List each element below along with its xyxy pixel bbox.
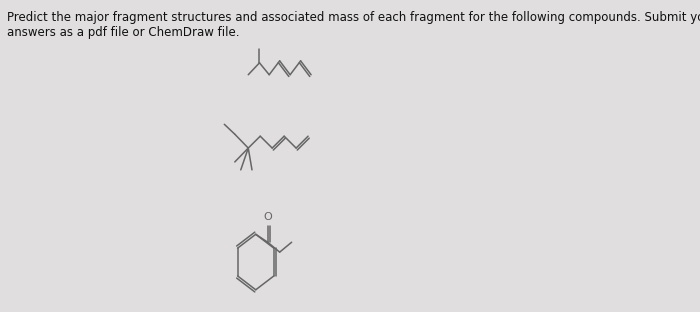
- Text: O: O: [263, 212, 272, 222]
- Text: answers as a pdf file or ChemDraw file.: answers as a pdf file or ChemDraw file.: [8, 26, 240, 39]
- Text: Predict the major fragment structures and associated mass of each fragment for t: Predict the major fragment structures an…: [8, 11, 700, 24]
